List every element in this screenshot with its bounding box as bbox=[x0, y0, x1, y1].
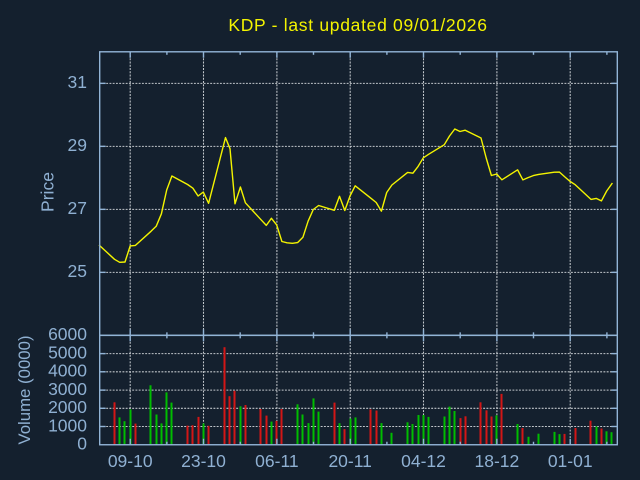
svg-text:3000: 3000 bbox=[48, 379, 87, 399]
svg-text:01-01: 01-01 bbox=[548, 451, 593, 471]
svg-text:06-11: 06-11 bbox=[255, 451, 298, 471]
svg-text:1000: 1000 bbox=[48, 415, 87, 435]
svg-text:2000: 2000 bbox=[48, 397, 87, 417]
svg-text:04-12: 04-12 bbox=[401, 451, 446, 471]
svg-text:31: 31 bbox=[68, 72, 87, 92]
svg-text:5000: 5000 bbox=[48, 343, 87, 363]
svg-text:Price: Price bbox=[38, 172, 58, 212]
svg-text:23-10: 23-10 bbox=[181, 451, 226, 471]
svg-text:KDP - last updated 09/01/2026: KDP - last updated 09/01/2026 bbox=[228, 15, 487, 35]
svg-text:20-11: 20-11 bbox=[328, 451, 371, 471]
svg-text:4000: 4000 bbox=[48, 361, 87, 381]
svg-text:Volume (0000): Volume (0000) bbox=[15, 335, 34, 444]
svg-text:18-12: 18-12 bbox=[475, 451, 520, 471]
svg-text:29: 29 bbox=[68, 135, 87, 155]
svg-text:6000: 6000 bbox=[48, 324, 87, 344]
svg-text:27: 27 bbox=[68, 198, 87, 218]
svg-text:09-10: 09-10 bbox=[108, 451, 153, 471]
svg-text:25: 25 bbox=[68, 261, 87, 281]
svg-text:0: 0 bbox=[77, 434, 87, 454]
